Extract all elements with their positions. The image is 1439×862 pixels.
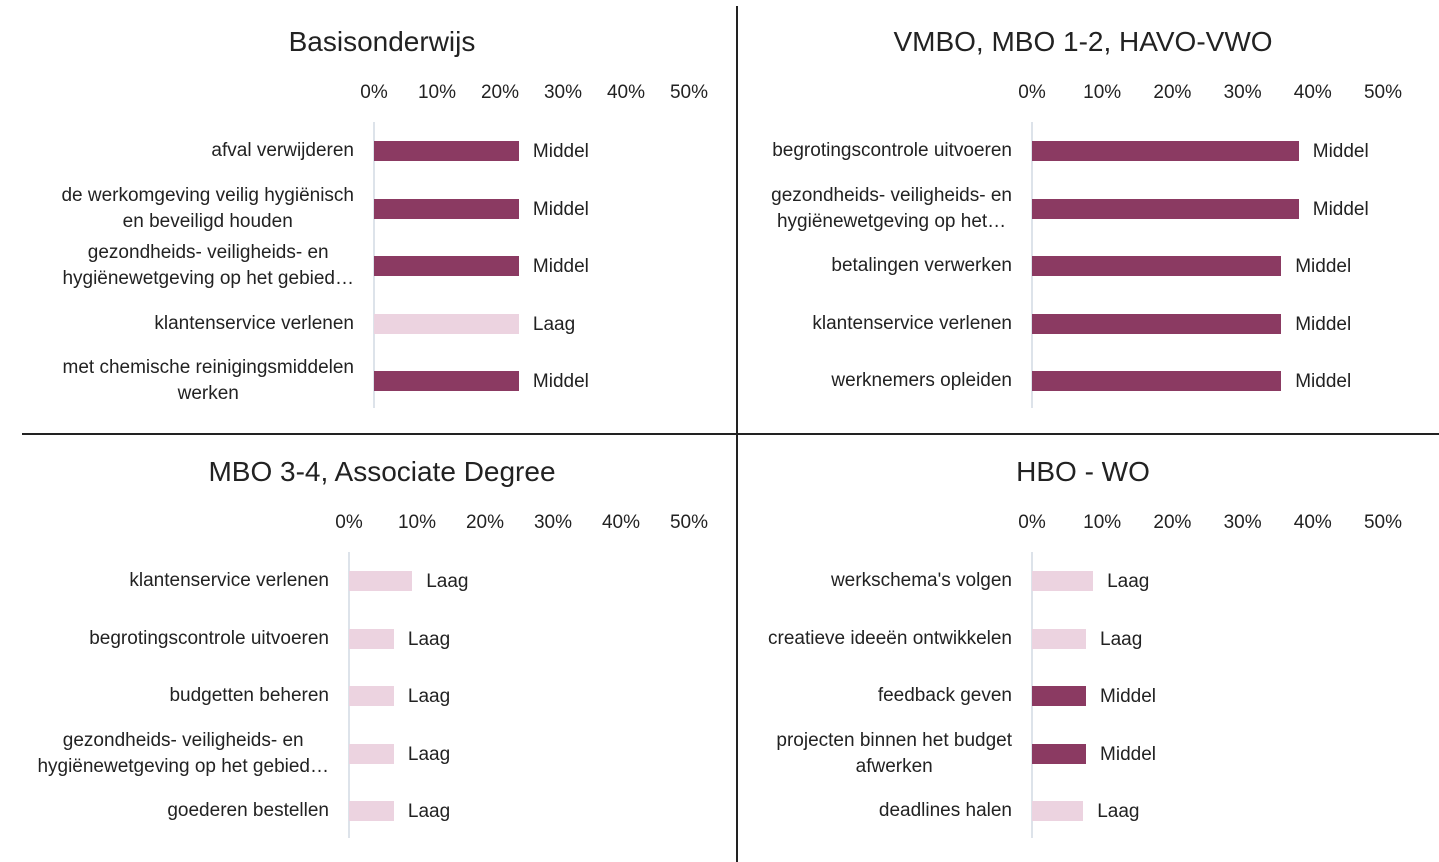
- x-tick-label: 10%: [1083, 512, 1122, 533]
- bar: [374, 256, 519, 276]
- divider-horizontal: [22, 433, 1439, 435]
- x-tick-label: 50%: [669, 82, 709, 103]
- category-label: gezondheids- veiligheids- en hygiënewetg…: [62, 242, 354, 289]
- x-tick-label: 50%: [669, 512, 709, 533]
- category-label: afval verwijderen: [211, 140, 354, 161]
- chart-title: Basisonderwijs: [288, 26, 476, 57]
- x-tick-label: 10%: [417, 82, 457, 103]
- category-label: begrotingscontrole uitvoeren: [89, 627, 329, 649]
- value-label: Laag: [1107, 571, 1150, 592]
- category-label: betalingen verwerken: [831, 255, 1012, 276]
- category-label: klantenservice verlenen: [154, 312, 354, 334]
- bar: [374, 371, 519, 391]
- bar: [1032, 371, 1282, 391]
- value-label: Laag: [407, 686, 451, 707]
- x-tick-label: 10%: [1083, 82, 1122, 103]
- category-label: gezondheids- veiligheids- en hygiënewetg…: [771, 184, 1012, 232]
- value-label: Middel: [1295, 371, 1352, 392]
- value-label: Middel: [1100, 743, 1157, 765]
- bar: [1032, 686, 1087, 706]
- x-tick-label: 0%: [335, 512, 363, 533]
- x-tick-label: 30%: [533, 512, 573, 533]
- x-tick-label: 30%: [543, 82, 583, 103]
- value-label: Laag: [407, 801, 451, 822]
- x-tick-label: 10%: [397, 512, 437, 533]
- category-label: deadlines halen: [878, 800, 1012, 821]
- category-label: de werkomgeving veilig hygiënisch en bev…: [61, 184, 354, 232]
- value-label: Middel: [532, 198, 589, 220]
- x-tick-label: 50%: [1363, 512, 1403, 533]
- x-tick-label: 20%: [1153, 512, 1192, 533]
- chart-title: MBO 3-4, Associate Degree: [208, 456, 556, 487]
- category-label: werknemers opleiden: [831, 370, 1012, 391]
- value-label: Laag: [1100, 628, 1143, 650]
- x-tick-label: 40%: [606, 82, 646, 103]
- value-label: Middel: [532, 256, 589, 277]
- value-label: Laag: [532, 313, 576, 335]
- category-label: goederen bestellen: [167, 800, 329, 821]
- bar: [1032, 628, 1087, 649]
- bar: [1032, 256, 1282, 276]
- bar: [1032, 141, 1299, 161]
- category-label: creatieve ideeën ontwikkelen: [768, 627, 1012, 649]
- bar: [349, 571, 413, 591]
- x-tick-label: 20%: [465, 512, 505, 533]
- x-tick-label: 40%: [1293, 512, 1332, 533]
- bar: [349, 628, 394, 649]
- category-label: met chemische reinigingsmiddelen werken: [62, 357, 354, 404]
- bar: [349, 801, 394, 821]
- value-label: Middel: [532, 141, 589, 162]
- chart-title: VMBO, MBO 1-2, HAVO-VWO: [893, 26, 1273, 57]
- value-label: Middel: [1295, 313, 1352, 335]
- value-label: Middel: [1295, 256, 1352, 277]
- bar: [1032, 571, 1094, 591]
- category-label: budgetten beheren: [169, 685, 329, 706]
- x-tick-label: 0%: [1018, 512, 1046, 533]
- x-tick-label: 0%: [360, 82, 388, 103]
- bar: [349, 686, 394, 706]
- bar: [1032, 198, 1299, 219]
- bar: [374, 198, 519, 219]
- x-tick-label: 30%: [1223, 512, 1262, 533]
- category-label: gezondheids- veiligheids- en hygiënewetg…: [37, 729, 329, 777]
- x-tick-label: 30%: [1223, 82, 1262, 103]
- bar: [1032, 801, 1084, 821]
- value-label: Middel: [1100, 686, 1157, 707]
- value-label: Middel: [532, 371, 589, 392]
- x-tick-label: 50%: [1363, 82, 1403, 103]
- category-label: begrotingscontrole uitvoeren: [772, 140, 1012, 161]
- value-label: Middel: [1312, 141, 1369, 162]
- x-tick-label: 40%: [601, 512, 641, 533]
- chart-title: HBO - WO: [1016, 456, 1150, 487]
- category-label: projecten binnen het budget afwerken: [776, 729, 1012, 777]
- x-tick-label: 20%: [480, 82, 520, 103]
- bar: [1032, 743, 1087, 764]
- category-label: klantenservice verlenen: [812, 312, 1012, 334]
- x-tick-label: 40%: [1293, 82, 1332, 103]
- bar: [349, 743, 394, 764]
- bar: [374, 141, 519, 161]
- value-label: Laag: [426, 571, 469, 592]
- x-tick-label: 20%: [1153, 82, 1192, 103]
- bar: [374, 313, 519, 334]
- category-label: feedback geven: [877, 685, 1012, 706]
- value-label: Laag: [1097, 801, 1140, 822]
- x-tick-label: 0%: [1018, 82, 1046, 103]
- category-label: werkschema's volgen: [830, 570, 1012, 591]
- bar: [1032, 313, 1282, 334]
- category-label: klantenservice verlenen: [129, 570, 329, 591]
- value-label: Middel: [1312, 198, 1369, 220]
- value-label: Laag: [407, 628, 451, 650]
- value-label: Laag: [407, 743, 451, 765]
